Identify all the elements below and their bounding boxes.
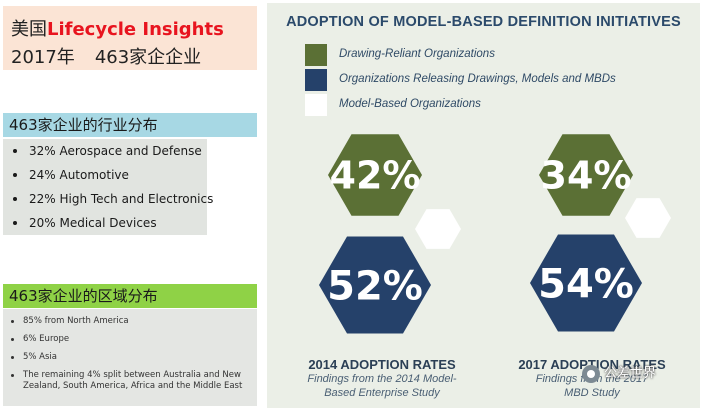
group-subtitle-line-2: Based Enterprise Study xyxy=(324,387,440,399)
title-box: 美国Lifecycle Insights 2017年 463家企企业 xyxy=(3,6,257,70)
title-company-count: 463家企企业 xyxy=(94,47,202,68)
group-title: 2014 ADOPTION RATES xyxy=(308,357,456,372)
brand-name: Lifecycle Insights xyxy=(47,19,224,40)
hexagon-chart: 52% 42% 6% 54% 34% 24% xyxy=(319,134,671,334)
hex-model-based-1-label: 24% xyxy=(631,211,665,227)
title-prefix: 美国 xyxy=(11,19,47,40)
hex-drawing-reliant-0 xyxy=(328,134,422,216)
hex-releasing-0 xyxy=(319,236,431,334)
hex-drawing-reliant-1 xyxy=(539,134,633,216)
list-item: The remaining 4% split between Australia… xyxy=(3,370,257,392)
list-item: 22% High Tech and Electronics xyxy=(3,187,213,211)
industry-section-title: 463家企业的行业分布 xyxy=(3,113,257,137)
wechat-logo-icon xyxy=(582,364,600,383)
list-item: 5% Asia xyxy=(3,352,257,363)
watermark: 公差世界 xyxy=(582,362,656,386)
chart-title: ADOPTION OF MODEL-BASED DEFINITION INITI… xyxy=(286,14,681,30)
group-subtitle-line-1: Findings from the 2014 Model- xyxy=(307,373,457,385)
watermark-text: 公差世界 xyxy=(604,366,657,381)
infographic-panel: ADOPTION OF MODEL-BASED DEFINITION INITI… xyxy=(267,3,700,408)
hex-releasing-1 xyxy=(530,234,642,332)
list-item: 20% Medical Devices xyxy=(3,211,207,235)
industry-list: 32% Aerospace and Defense 24% Automotive… xyxy=(3,139,213,235)
hex-model-based-0-label: 6% xyxy=(424,220,453,240)
region-list: 85% from North America 6% Europe 5% Asia… xyxy=(3,316,257,392)
list-item: 85% from North America xyxy=(3,316,257,327)
legend-label: Model-Based Organizations xyxy=(339,98,481,110)
region-list-box: 85% from North America 6% Europe 5% Asia… xyxy=(3,309,257,406)
legend-swatch-white xyxy=(305,94,327,116)
legend-swatch-navy xyxy=(305,69,327,91)
legend-label: Drawing-Reliant Organizations xyxy=(339,48,495,60)
legend-swatch-green xyxy=(305,44,327,66)
list-item: 6% Europe xyxy=(3,334,257,345)
hex-releasing-0-label: 52% xyxy=(327,263,423,309)
title-line-2: 2017年 463家企企业 xyxy=(11,43,201,69)
hex-drawing-reliant-1-label: 34% xyxy=(541,154,632,198)
title-year: 2017年 xyxy=(11,47,75,68)
industry-list-box: 32% Aerospace and Defense 24% Automotive… xyxy=(3,139,213,235)
region-section-title: 463家企业的区域分布 xyxy=(3,284,257,308)
hex-releasing-1-label: 54% xyxy=(538,261,634,307)
hex-drawing-reliant-0-label: 42% xyxy=(330,154,421,198)
group-caption-2014: 2014 ADOPTION RATES Findings from the 20… xyxy=(287,357,477,400)
group-subtitle-line-2: MBD Study xyxy=(564,387,620,399)
list-item: 24% Automotive xyxy=(3,163,207,187)
title-line-1: 美国Lifecycle Insights xyxy=(11,15,224,41)
hex-model-based-0 xyxy=(415,209,461,249)
legend-label: Organizations Releasing Drawings, Models… xyxy=(339,73,616,85)
hex-model-based-1 xyxy=(625,198,671,238)
list-item: 32% Aerospace and Defense xyxy=(3,139,207,163)
